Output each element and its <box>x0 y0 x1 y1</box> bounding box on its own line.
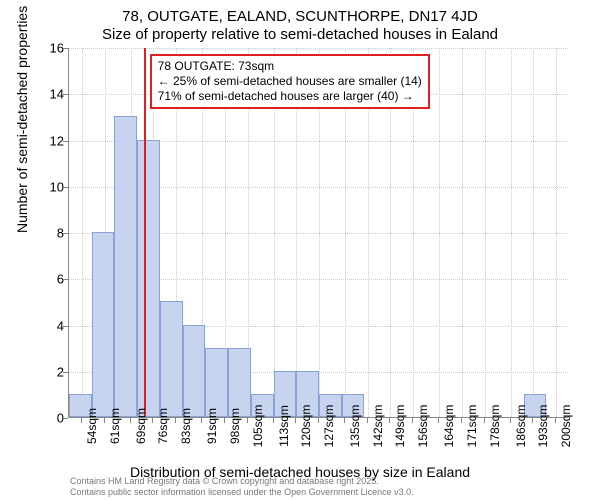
annotation-line1: 78 OUTGATE: 73sqm <box>158 59 422 74</box>
x-tick-label: 127sqm <box>322 405 336 448</box>
x-tick-label: 83sqm <box>179 408 193 444</box>
gridline-vertical <box>556 48 557 417</box>
x-tick-label: 149sqm <box>393 405 407 448</box>
gridline-vertical <box>485 48 486 417</box>
y-tick-label: 8 <box>34 226 64 241</box>
x-tick-label: 120sqm <box>299 405 313 448</box>
annotation-line3: 71% of semi-detached houses are larger (… <box>158 89 422 104</box>
y-tick-label: 6 <box>34 272 64 287</box>
x-tick-mark <box>412 418 413 423</box>
gridline-vertical <box>82 48 83 417</box>
x-tick-mark <box>224 418 225 423</box>
x-tick-mark <box>130 418 131 423</box>
x-tick-mark <box>318 418 319 423</box>
y-tick-mark <box>63 279 68 280</box>
y-tick-label: 10 <box>34 179 64 194</box>
x-tick-label: 171sqm <box>465 405 479 448</box>
x-tick-mark <box>532 418 533 423</box>
plot-area: 78 OUTGATE: 73sqm← 25% of semi-detached … <box>68 48 568 418</box>
y-tick-mark <box>63 418 68 419</box>
x-tick-label: 135sqm <box>348 405 362 448</box>
x-tick-label: 105sqm <box>251 405 265 448</box>
attribution-line2: Contains public sector information licen… <box>70 487 414 497</box>
x-tick-mark <box>510 418 511 423</box>
x-tick-mark <box>295 418 296 423</box>
y-tick-mark <box>63 48 68 49</box>
x-tick-label: 164sqm <box>442 405 456 448</box>
y-tick-mark <box>63 326 68 327</box>
x-tick-mark <box>81 418 82 423</box>
y-tick-label: 16 <box>34 41 64 56</box>
x-tick-label: 156sqm <box>416 405 430 448</box>
y-tick-label: 14 <box>34 87 64 102</box>
x-tick-mark <box>247 418 248 423</box>
gridline-vertical <box>533 48 534 417</box>
gridline-vertical <box>439 48 440 417</box>
y-tick-mark <box>63 94 68 95</box>
x-tick-mark <box>104 418 105 423</box>
y-tick-label: 0 <box>34 411 64 426</box>
reference-line <box>144 48 146 417</box>
x-tick-label: 69sqm <box>134 408 148 444</box>
x-tick-mark <box>273 418 274 423</box>
x-tick-label: 91sqm <box>205 408 219 444</box>
histogram-bar <box>137 140 160 418</box>
attribution-text: Contains HM Land Registry data © Crown c… <box>70 476 414 497</box>
x-tick-label: 76sqm <box>156 408 170 444</box>
x-tick-mark <box>201 418 202 423</box>
x-tick-mark <box>344 418 345 423</box>
histogram-bar <box>205 348 228 417</box>
x-tick-mark <box>484 418 485 423</box>
histogram-bar <box>114 116 137 417</box>
x-tick-mark <box>367 418 368 423</box>
x-tick-label: 186sqm <box>514 405 528 448</box>
x-tick-label: 193sqm <box>536 405 550 448</box>
x-tick-mark <box>461 418 462 423</box>
x-tick-label: 61sqm <box>108 408 122 444</box>
x-tick-mark <box>555 418 556 423</box>
gridline-vertical <box>462 48 463 417</box>
annotation-box: 78 OUTGATE: 73sqm← 25% of semi-detached … <box>150 54 430 109</box>
histogram-chart: 78, OUTGATE, EALAND, SCUNTHORPE, DN17 4J… <box>0 0 600 500</box>
histogram-bar <box>160 301 183 417</box>
chart-title-line1: 78, OUTGATE, EALAND, SCUNTHORPE, DN17 4J… <box>0 8 600 25</box>
x-tick-label: 98sqm <box>228 408 242 444</box>
x-tick-mark <box>175 418 176 423</box>
x-tick-label: 200sqm <box>559 405 573 448</box>
x-tick-label: 178sqm <box>488 405 502 448</box>
histogram-bar <box>92 232 115 417</box>
y-axis-label: Number of semi-detached properties <box>14 6 30 233</box>
x-tick-label: 54sqm <box>85 408 99 444</box>
attribution-line1: Contains HM Land Registry data © Crown c… <box>70 476 414 486</box>
x-tick-mark <box>152 418 153 423</box>
y-tick-mark <box>63 372 68 373</box>
x-tick-mark <box>389 418 390 423</box>
x-tick-mark <box>438 418 439 423</box>
y-tick-label: 2 <box>34 364 64 379</box>
annotation-line2: ← 25% of semi-detached houses are smalle… <box>158 74 422 89</box>
histogram-bar <box>228 348 251 417</box>
y-tick-label: 12 <box>34 133 64 148</box>
y-tick-label: 4 <box>34 318 64 333</box>
chart-title-line2: Size of property relative to semi-detach… <box>0 26 600 43</box>
y-tick-mark <box>63 233 68 234</box>
y-tick-mark <box>63 187 68 188</box>
histogram-bar <box>183 325 206 418</box>
x-tick-label: 142sqm <box>371 405 385 448</box>
gridline-vertical <box>511 48 512 417</box>
y-tick-mark <box>63 141 68 142</box>
x-tick-label: 113sqm <box>277 405 291 447</box>
